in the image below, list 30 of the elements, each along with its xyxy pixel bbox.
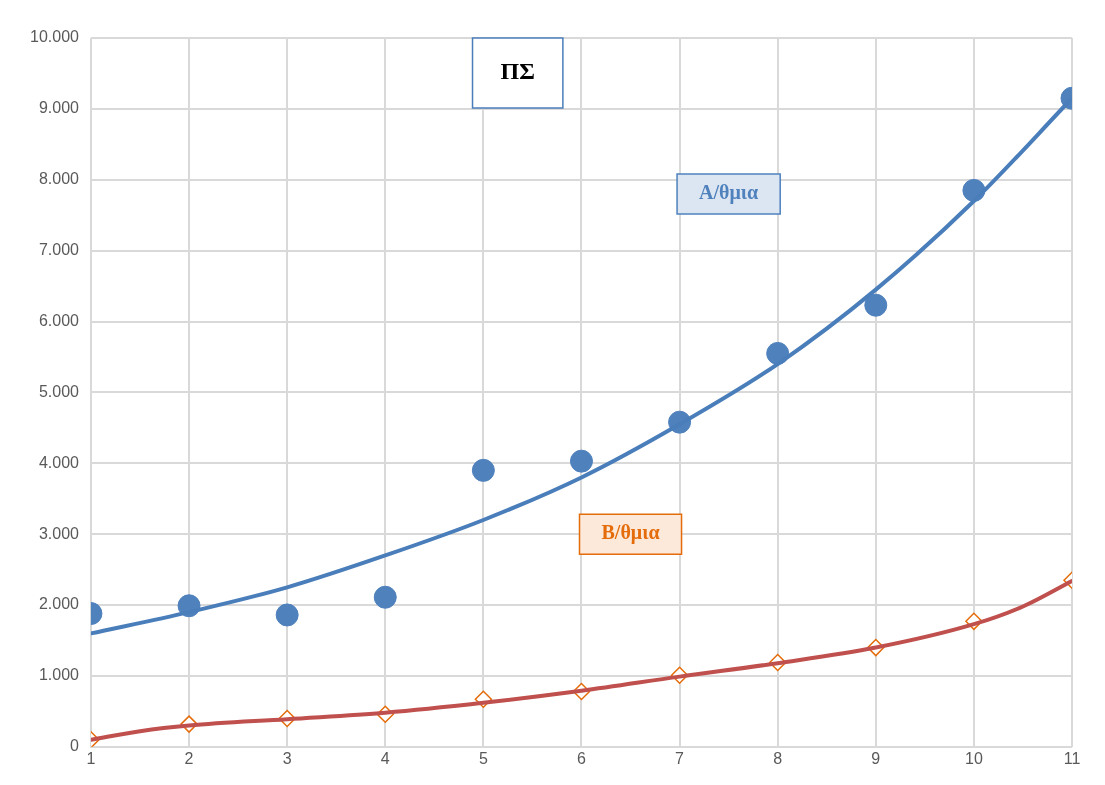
- y-tick-label: 9.000: [38, 99, 80, 117]
- text: A/θμια: [699, 181, 759, 205]
- y-tick-label: 2.000: [38, 595, 80, 613]
- y-tick-label: 5.000: [38, 382, 80, 400]
- y-tick-label: 8.000: [38, 170, 80, 188]
- y-tick-label: 6.000: [38, 311, 80, 329]
- point: [471, 458, 495, 482]
- x-tick-label: 1: [86, 749, 96, 767]
- x-tick-label: 11: [1063, 749, 1081, 767]
- y-tick-label: 10.000: [30, 28, 80, 46]
- x-tick-label: 2: [184, 749, 194, 767]
- point: [569, 449, 593, 473]
- y-tick-label: 1.000: [38, 666, 80, 684]
- point: [275, 603, 299, 627]
- y-tick-label: 7.000: [38, 241, 80, 259]
- text: ΠΣ: [500, 58, 535, 85]
- x-tick-label: 7: [675, 749, 685, 767]
- point: [864, 293, 888, 317]
- x-tick-label: 9: [871, 749, 881, 767]
- x-tick-label: 6: [577, 749, 587, 767]
- y-tick-label: 3.000: [38, 524, 80, 542]
- y-tick-label: 0: [70, 737, 80, 755]
- x-tick-label: 8: [773, 749, 783, 767]
- x-tick-label: 5: [478, 749, 488, 767]
- x-tick-label: 10: [965, 749, 983, 767]
- point: [373, 585, 397, 609]
- x-tick-label: 3: [282, 749, 292, 767]
- x-tick-label: 4: [380, 749, 390, 767]
- y-tick-label: 4.000: [38, 453, 80, 471]
- text: B/θμια: [601, 521, 660, 545]
